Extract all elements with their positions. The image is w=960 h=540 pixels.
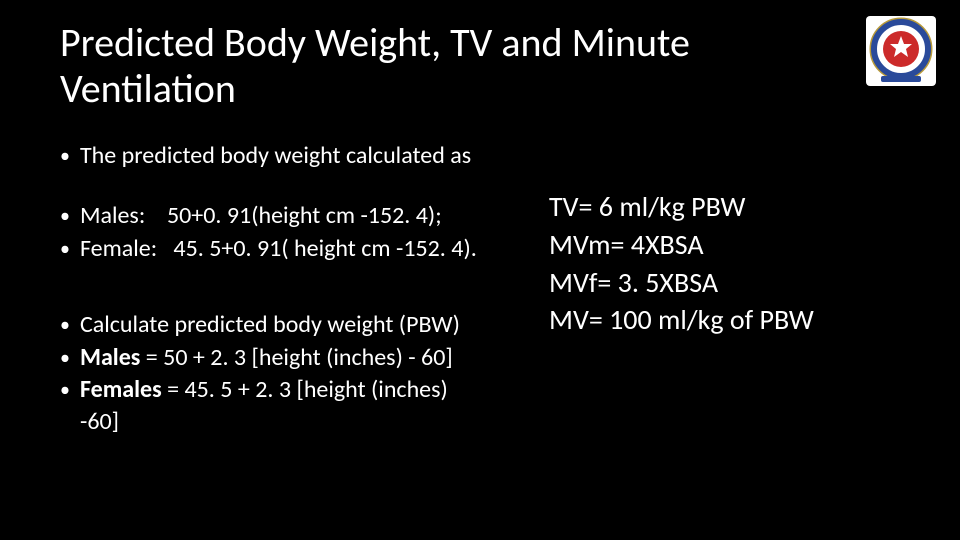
- bullet-dot-icon: •: [60, 374, 70, 406]
- bullet-text: Females = 45. 5 + 2. 3 [height (inches) …: [80, 374, 489, 439]
- bullet-dot-icon: •: [60, 200, 70, 232]
- bullet-item: • Female: 45. 5+0. 91( height cm -152. 4…: [60, 233, 489, 265]
- bullet-item: • Males = 50 + 2. 3 [height (inches) - 6…: [60, 342, 489, 374]
- bullet-dot-icon: •: [60, 233, 70, 265]
- summary-line: MVm= 4XBSA: [549, 226, 900, 264]
- bullet-group-2: • Males: 50+0. 91(height cm -152. 4); • …: [60, 200, 489, 265]
- summary-line: MV= 100 ml/kg of PBW: [549, 301, 900, 339]
- bullet-group-1: • The predicted body weight calculated a…: [60, 140, 489, 172]
- bullet-text: Calculate predicted body weight (PBW): [80, 309, 489, 341]
- bullet-dot-icon: •: [60, 342, 70, 374]
- formula-value: = 50 + 2. 3 [height (inches) - 60]: [140, 343, 452, 372]
- left-column: • The predicted body weight calculated a…: [60, 140, 489, 467]
- bullet-item: • The predicted body weight calculated a…: [60, 140, 489, 172]
- bullet-group-3: • Calculate predicted body weight (PBW) …: [60, 309, 489, 439]
- formula-value: 45. 5+0. 91( height cm -152. 4).: [173, 234, 476, 263]
- content-area: • The predicted body weight calculated a…: [60, 140, 900, 467]
- bullet-item: • Females = 45. 5 + 2. 3 [height (inches…: [60, 374, 489, 439]
- bullet-dot-icon: •: [60, 140, 70, 172]
- right-column: TV= 6 ml/kg PBW MVm= 4XBSA MVf= 3. 5XBSA…: [529, 140, 900, 467]
- summary-line: MVf= 3. 5XBSA: [549, 264, 900, 302]
- bullet-text: The predicted body weight calculated as: [80, 140, 489, 172]
- bullet-dot-icon: •: [60, 309, 70, 341]
- org-logo-icon: [866, 16, 936, 86]
- bullet-item: • Calculate predicted body weight (PBW): [60, 309, 489, 341]
- bullet-text: Males = 50 + 2. 3 [height (inches) - 60]: [80, 342, 489, 374]
- slide: Predicted Body Weight, TV and Minute Ven…: [0, 0, 960, 540]
- bullet-text: Female: 45. 5+0. 91( height cm -152. 4).: [80, 233, 489, 265]
- summary-line: TV= 6 ml/kg PBW: [549, 188, 900, 226]
- bullet-text: Males: 50+0. 91(height cm -152. 4);: [80, 200, 489, 232]
- slide-title: Predicted Body Weight, TV and Minute Ven…: [60, 20, 900, 112]
- formula-label: Females: [80, 375, 162, 404]
- summary-block: TV= 6 ml/kg PBW MVm= 4XBSA MVf= 3. 5XBSA…: [549, 188, 900, 339]
- formula-value: 50+0. 91(height cm -152. 4);: [167, 201, 442, 230]
- formula-label: Males:: [80, 201, 145, 230]
- bullet-item: • Males: 50+0. 91(height cm -152. 4);: [60, 200, 489, 232]
- formula-label: Female:: [80, 234, 157, 263]
- formula-label: Males: [80, 343, 140, 372]
